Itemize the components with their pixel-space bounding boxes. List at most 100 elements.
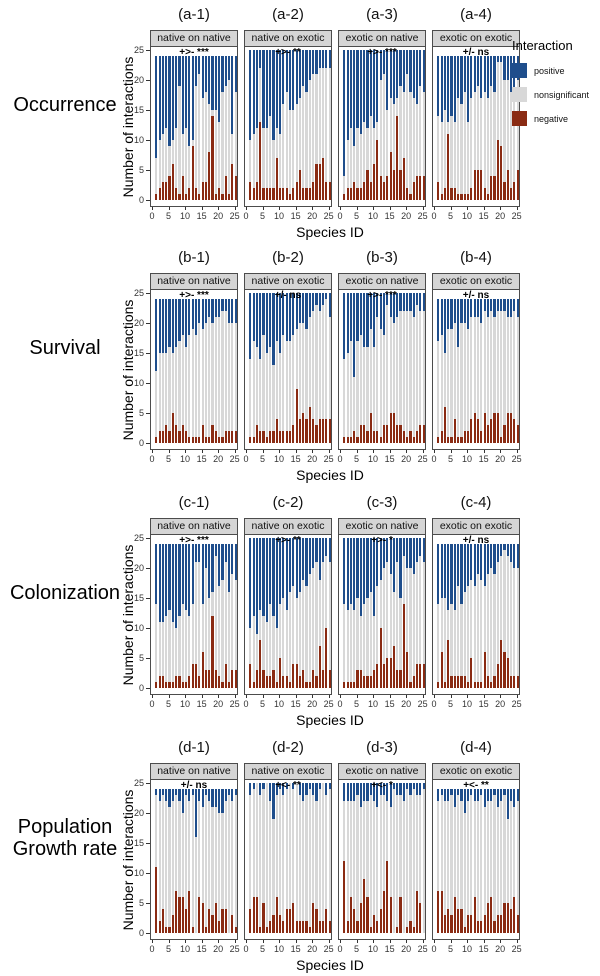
bar-segment-positive xyxy=(224,56,227,86)
bar-segment-nonsignificant xyxy=(221,92,224,194)
bar-segment-nonsignificant xyxy=(399,311,402,425)
bar-segment-nonsignificant xyxy=(292,789,295,903)
bar-segment-negative xyxy=(321,419,325,443)
bar-segment-positive xyxy=(188,56,191,146)
bar-segment-nonsignificant xyxy=(252,341,255,437)
x-tick-mark xyxy=(483,695,485,698)
bar-segment-negative xyxy=(463,431,466,443)
bar-segment-nonsignificant xyxy=(476,574,480,682)
bar-segment-negative xyxy=(379,628,382,688)
bar-segment-positive xyxy=(486,56,489,98)
bar-segment-negative xyxy=(168,431,171,443)
x-tick-mark xyxy=(185,207,187,210)
x-tick-label: 20 xyxy=(401,699,412,709)
bar-segment-nonsignificant xyxy=(409,568,412,682)
bar-segment-negative xyxy=(201,182,204,200)
bar-segment-positive xyxy=(318,783,321,789)
bar-segment-negative xyxy=(198,437,201,443)
y-tick-label: 15 xyxy=(133,348,144,358)
bar-segment-nonsignificant xyxy=(389,574,392,658)
bar-segment-negative xyxy=(295,664,298,688)
bar-segment-nonsignificant xyxy=(288,110,292,194)
bar-segment-negative xyxy=(171,164,174,200)
significance-annotation: +>- ** xyxy=(275,47,301,58)
x-tick-mark xyxy=(218,940,220,943)
bar-segment-nonsignificant xyxy=(269,604,272,676)
bar-segment-positive xyxy=(372,783,376,801)
bar-segment-positive xyxy=(402,293,405,311)
y-tick-label: 25 xyxy=(133,778,144,788)
significance-annotation: +>- ** xyxy=(275,535,301,546)
bar-segment-positive xyxy=(422,293,425,311)
x-tick-label: 10 xyxy=(462,211,473,221)
y-tick-mark xyxy=(146,658,150,659)
bar-segment-nonsignificant xyxy=(204,323,207,437)
bar-segment-negative xyxy=(275,897,278,933)
bar-segment-negative xyxy=(399,897,402,933)
negative-swatch-icon xyxy=(512,111,527,126)
bar-segment-nonsignificant xyxy=(412,98,415,182)
x-tick-label: 25 xyxy=(323,211,334,221)
y-tick-label: 5 xyxy=(138,408,144,418)
bar-segment-nonsignificant xyxy=(379,80,382,176)
bar-segment-negative xyxy=(191,927,194,933)
bar-segment-nonsignificant xyxy=(392,592,395,646)
bar-segment-nonsignificant xyxy=(363,604,366,676)
bar-segment-negative xyxy=(493,176,496,200)
bar-segment-positive xyxy=(305,538,308,586)
bar-segment-negative xyxy=(506,170,509,200)
bar-segment-nonsignificant xyxy=(282,335,285,431)
facet-strip: native on native xyxy=(150,518,238,535)
bar-segment-nonsignificant xyxy=(379,795,382,909)
bar-segment-negative xyxy=(389,152,392,200)
bar-segment-nonsignificant xyxy=(262,789,265,903)
plot-area: +/- ns xyxy=(432,290,520,450)
bar-segment-positive xyxy=(443,299,446,353)
bar-segment-negative xyxy=(165,425,168,443)
bar-segment-negative xyxy=(359,670,362,688)
bar-segment-negative xyxy=(181,897,184,933)
bar-segment-nonsignificant xyxy=(269,347,272,431)
bar-segment-negative xyxy=(392,170,395,200)
bar-segment-negative xyxy=(480,921,483,933)
bar-segment-nonsignificant xyxy=(466,122,470,194)
bar-segment-positive xyxy=(194,56,198,86)
bar-segment-positive xyxy=(349,538,352,604)
bar-segment-negative xyxy=(318,419,321,443)
bar-segment-negative xyxy=(292,664,295,688)
bar-segment-positive xyxy=(500,56,503,62)
bar-segment-nonsignificant xyxy=(406,311,409,437)
bar-segment-negative xyxy=(346,921,349,933)
x-tick-mark xyxy=(234,695,236,698)
bar-segment-negative xyxy=(346,188,349,200)
bar-segment-positive xyxy=(184,299,188,347)
x-tick-label: 0 xyxy=(337,211,343,221)
y-tick-label: 20 xyxy=(133,563,144,573)
bar-segment-negative xyxy=(437,891,440,933)
bar-segment-positive xyxy=(278,538,282,604)
x-axis-title: Species ID xyxy=(296,224,364,240)
bar-segment-negative xyxy=(399,170,402,200)
bar-segment-positive xyxy=(305,50,308,92)
x-tick-label: 10 xyxy=(274,699,285,709)
bar-segment-nonsignificant xyxy=(298,323,301,419)
y-tick-mark xyxy=(146,813,150,814)
bar-segment-nonsignificant xyxy=(480,795,483,921)
y-tick-label: 0 xyxy=(138,438,144,448)
bar-segment-positive xyxy=(466,544,470,586)
bar-segment-positive xyxy=(382,293,386,335)
x-tick-label: 10 xyxy=(462,699,473,709)
x-tick-label: 15 xyxy=(384,211,395,221)
significance-annotation: +>- *** xyxy=(179,290,209,301)
bar-segment-nonsignificant xyxy=(389,317,392,413)
bar-segment-positive xyxy=(178,789,181,801)
bar-segment-negative xyxy=(308,188,311,200)
bar-segment-negative xyxy=(369,413,372,443)
bar-segment-negative xyxy=(346,682,349,688)
significance-annotation: +<- * xyxy=(371,780,393,791)
bar-segment-nonsignificant xyxy=(419,86,422,176)
bar-segment-nonsignificant xyxy=(509,92,513,188)
bar-segment-positive xyxy=(457,544,460,586)
bar-segment-positive xyxy=(419,783,422,795)
bar-segment-nonsignificant xyxy=(415,104,419,176)
